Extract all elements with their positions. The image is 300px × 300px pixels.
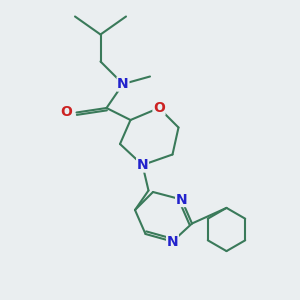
Text: N: N [137, 158, 148, 172]
Text: O: O [153, 101, 165, 115]
Text: N: N [167, 235, 178, 248]
Text: N: N [176, 193, 187, 206]
Text: O: O [60, 106, 72, 119]
Text: N: N [117, 77, 129, 91]
